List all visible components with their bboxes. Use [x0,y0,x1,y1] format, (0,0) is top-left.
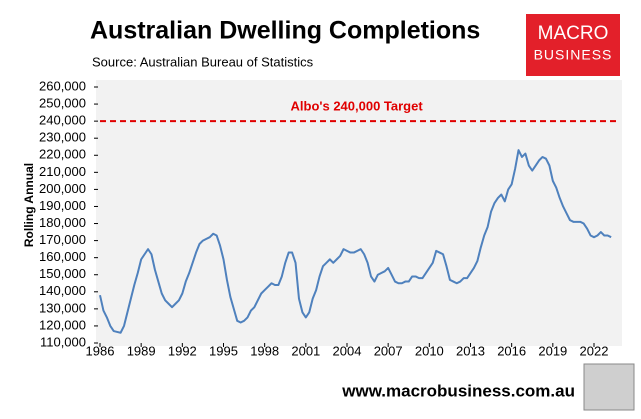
x-tick-label: 2013 [456,343,485,358]
footer: www.macrobusiness.com.au [341,381,575,400]
x-tick-label: 2004 [333,343,362,358]
x-tick-label: 1995 [209,343,238,358]
y-tick-label: 120,000 [39,317,86,332]
data-line [99,149,612,334]
y-tick-label: 210,000 [39,164,86,179]
logo-text: BUSINESS [534,47,613,63]
x-tick-label: 2001 [291,343,320,358]
x-tick-label: 1986 [86,343,115,358]
y-tick-label: 260,000 [39,78,86,93]
x-tick-label: 2010 [415,343,444,358]
x-tick-label: 2007 [374,343,403,358]
logo-text: MACRO [538,23,609,44]
y-tick-label: 250,000 [39,96,86,111]
y-tick-label: 190,000 [39,198,86,213]
x-tick-label: 2022 [580,343,609,358]
plot-background [96,80,622,346]
x-tick-label: 1992 [168,343,197,358]
y-tick-label: 200,000 [39,181,86,196]
logo-box [526,14,620,76]
y-tick-label: 130,000 [39,300,86,315]
x-tick-label: 1989 [127,343,156,358]
y-axis-title: Rolling Annual [22,163,36,247]
x-tick-label: 2016 [497,343,526,358]
logo-image [583,363,635,411]
y-tick-label: 170,000 [39,232,86,247]
chart-title: Australian Dwelling Completions [90,17,480,45]
target-label: Albo's 240,000 Target [291,99,424,114]
chart-subtitle: Source: Australian Bureau of Statistics [92,54,314,69]
x-tick-label: 1998 [250,343,279,358]
x-tick-label: 2019 [538,343,567,358]
y-tick-label: 240,000 [39,113,86,128]
y-tick-label: 110,000 [40,334,86,349]
y-tick-label: 160,000 [39,249,86,264]
y-tick-label: 220,000 [39,147,86,162]
y-tick-label: 230,000 [39,130,86,145]
y-tick-label: 180,000 [39,215,86,230]
y-tick-label: 140,000 [39,283,86,298]
y-tick-label: 150,000 [39,266,86,281]
